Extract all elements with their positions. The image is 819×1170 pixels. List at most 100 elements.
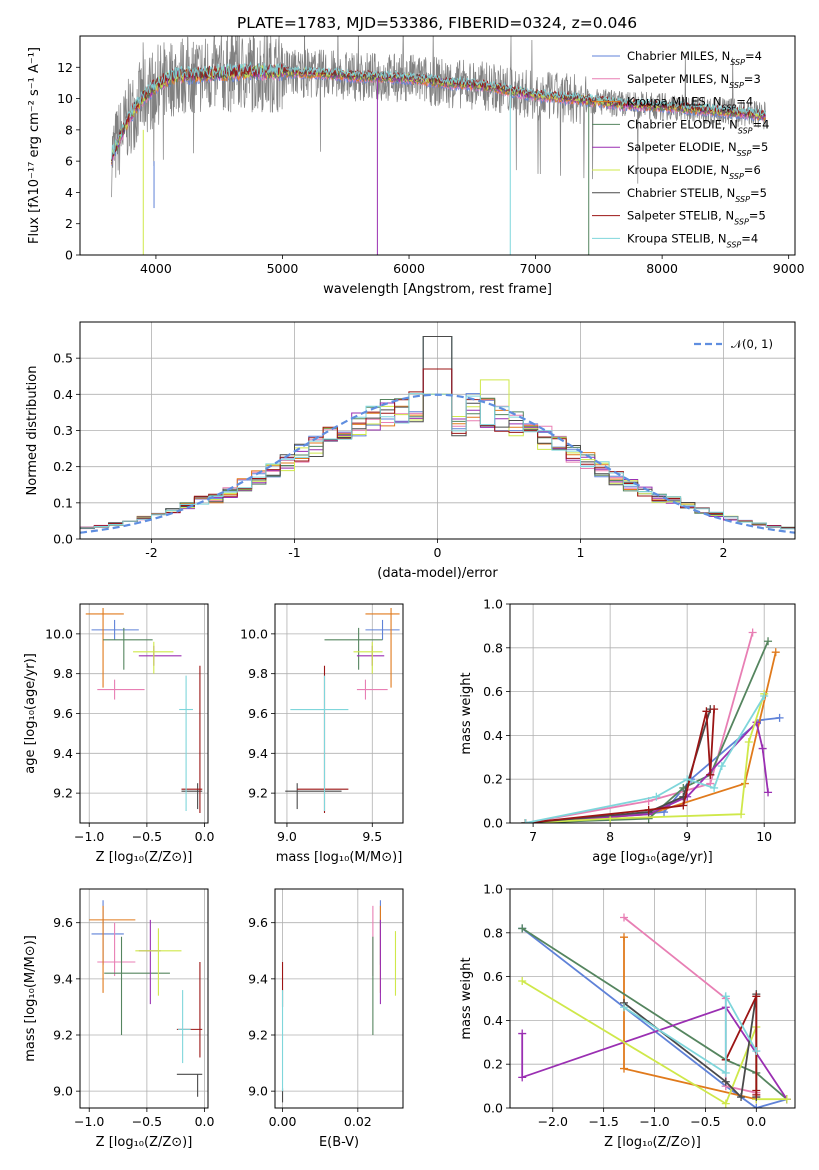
legend-nssp-value: 3	[753, 72, 760, 86]
weight-line	[525, 632, 754, 823]
weight-marker	[644, 805, 653, 814]
y-tick-label: 1.0	[483, 882, 503, 897]
legend-equals: =	[744, 72, 754, 86]
legend-separator: , N	[714, 49, 730, 63]
x-tick-label: 0	[434, 545, 442, 560]
legend-subscript: SSP	[722, 103, 737, 112]
legend-model-name: Chabrier STELIB	[627, 186, 719, 200]
x-tick-label: −1.0	[639, 1114, 669, 1129]
y-tick-label: 9.4	[248, 971, 268, 986]
errorbar-point-6	[176, 1073, 203, 1097]
x-tick-label: 1	[577, 545, 585, 560]
errorbar-point-4	[356, 645, 385, 666]
legend-model-name: Salpeter ELODIE	[627, 140, 721, 154]
panel-mass-vs-z: −1.0 −0.5 0.0 9.0 9.2 9.4 9.6 Z [log₁₀(Z/Z⊙)] ma…	[23, 888, 215, 1150]
residual-legend: 𝒩(0, 1)	[694, 337, 773, 351]
weight-marker	[518, 924, 527, 933]
legend-equals: =	[750, 186, 760, 200]
weight-marker	[752, 1104, 761, 1108]
weight-line	[525, 695, 765, 823]
y-tick-label: 0	[65, 248, 73, 263]
weight-series-7	[521, 705, 719, 823]
errorbar-point-8	[178, 990, 191, 1064]
legend-model-name: Salpeter MILES	[627, 72, 713, 86]
weight-series-8	[620, 992, 761, 1077]
y-tick-label: 0.0	[53, 532, 73, 547]
legend-equals: =	[751, 140, 761, 154]
y-axis-label: Flux [fλ10⁻¹⁷ erg cm⁻² s⁻¹ A⁻¹]	[27, 47, 42, 244]
weight-line	[525, 640, 769, 823]
weight-series-8	[521, 691, 769, 823]
y-tick-label: 0.2	[483, 772, 503, 787]
legend-model-name: Kroupa MILES	[627, 95, 706, 109]
y-tick-label: 10.0	[45, 626, 73, 641]
weight-marker	[620, 1064, 628, 1073]
weight-marker	[620, 933, 628, 942]
weight-marker	[721, 1068, 730, 1077]
legend-nssp-value: 6	[753, 163, 760, 177]
panel-age-vs-z: −1.0 −0.5 0.0 9.2 9.4 9.6 9.8 10.0 Z [log₁₀(Z/Z⊙…	[23, 603, 215, 865]
y-tick-label: 9.2	[53, 786, 73, 801]
weight-marker	[737, 1093, 746, 1102]
x-axis-label: Z [log₁₀(Z/Z⊙)]	[96, 850, 193, 865]
x-tick-label: −1.0	[74, 829, 104, 844]
weight-marker	[518, 1029, 527, 1038]
y-tick-label: 9.4	[53, 746, 73, 761]
x-tick-label: 8	[606, 829, 614, 844]
legend-nssp-value: 4	[762, 117, 769, 131]
x-tick-label: 7000	[520, 261, 552, 276]
axis-frame	[274, 603, 404, 824]
legend-equals: =	[736, 95, 746, 109]
y-tick-label: 0.2	[53, 459, 73, 474]
axis-frame	[79, 35, 796, 256]
legend-subscript: SSP	[730, 58, 745, 67]
legend-separator: , N	[713, 163, 729, 177]
weight-marker	[721, 1077, 730, 1086]
weight-marker	[620, 1003, 628, 1012]
errorbar-point-3	[103, 627, 153, 670]
errorbar-point-8	[179, 675, 194, 812]
x-tick-label: 9.0	[277, 829, 297, 844]
panel-weight-vs-age: 7 8 9 10 0.0 0.2 0.4 0.6 0.8 1.0 age [log₁₀(age/yr…	[459, 597, 796, 865]
legend-equals: =	[753, 117, 763, 131]
legend-model-name: Salpeter STELIB	[627, 209, 718, 223]
y-tick-label: 0.6	[483, 684, 503, 699]
legend-model-name: Chabrier ELODIE	[627, 117, 722, 131]
x-tick-label: 5000	[267, 261, 299, 276]
legend-equals: =	[741, 231, 751, 245]
weight-marker	[737, 810, 746, 819]
legend-separator: , N	[713, 72, 729, 86]
weight-marker	[752, 1090, 761, 1099]
weight-line	[525, 709, 715, 823]
x-tick-label: −2.0	[538, 1114, 568, 1129]
x-tick-label: 0.00	[269, 1114, 297, 1129]
axis-frame	[79, 603, 209, 824]
weight-marker	[518, 976, 527, 985]
weight-marker	[620, 913, 628, 922]
weight-marker	[702, 707, 711, 716]
x-axis-label: Z [log₁₀(Z/Z⊙)]	[96, 1135, 193, 1150]
x-tick-label: 8000	[646, 261, 678, 276]
legend-nssp-value: 5	[760, 186, 767, 200]
x-tick-label: 6000	[393, 261, 425, 276]
legend-separator: , N	[711, 231, 727, 245]
y-tick-label: 9.8	[248, 666, 268, 681]
x-tick-label: 10	[756, 829, 772, 844]
weight-series-6	[521, 705, 715, 823]
y-tick-label: 0.5	[53, 351, 73, 366]
y-tick-label: 10.0	[240, 626, 268, 641]
legend-model-name: Chabrier MILES	[627, 49, 714, 63]
x-axis-label: Z [log₁₀(Z/Z⊙)]	[604, 1135, 701, 1150]
errorbar-point-6	[181, 783, 203, 810]
y-axis-label: mass weight	[459, 957, 474, 1039]
errorbar-point-5	[133, 641, 174, 674]
weight-marker	[775, 713, 784, 722]
x-tick-label: −1.5	[588, 1114, 618, 1129]
legend-separator: , N	[706, 95, 722, 109]
errorbar-point-2	[89, 905, 136, 993]
legend-equals: =	[749, 209, 759, 223]
legend-subscript: SSP	[738, 126, 753, 135]
axis-frame	[274, 888, 404, 1109]
weight-marker	[758, 744, 767, 753]
